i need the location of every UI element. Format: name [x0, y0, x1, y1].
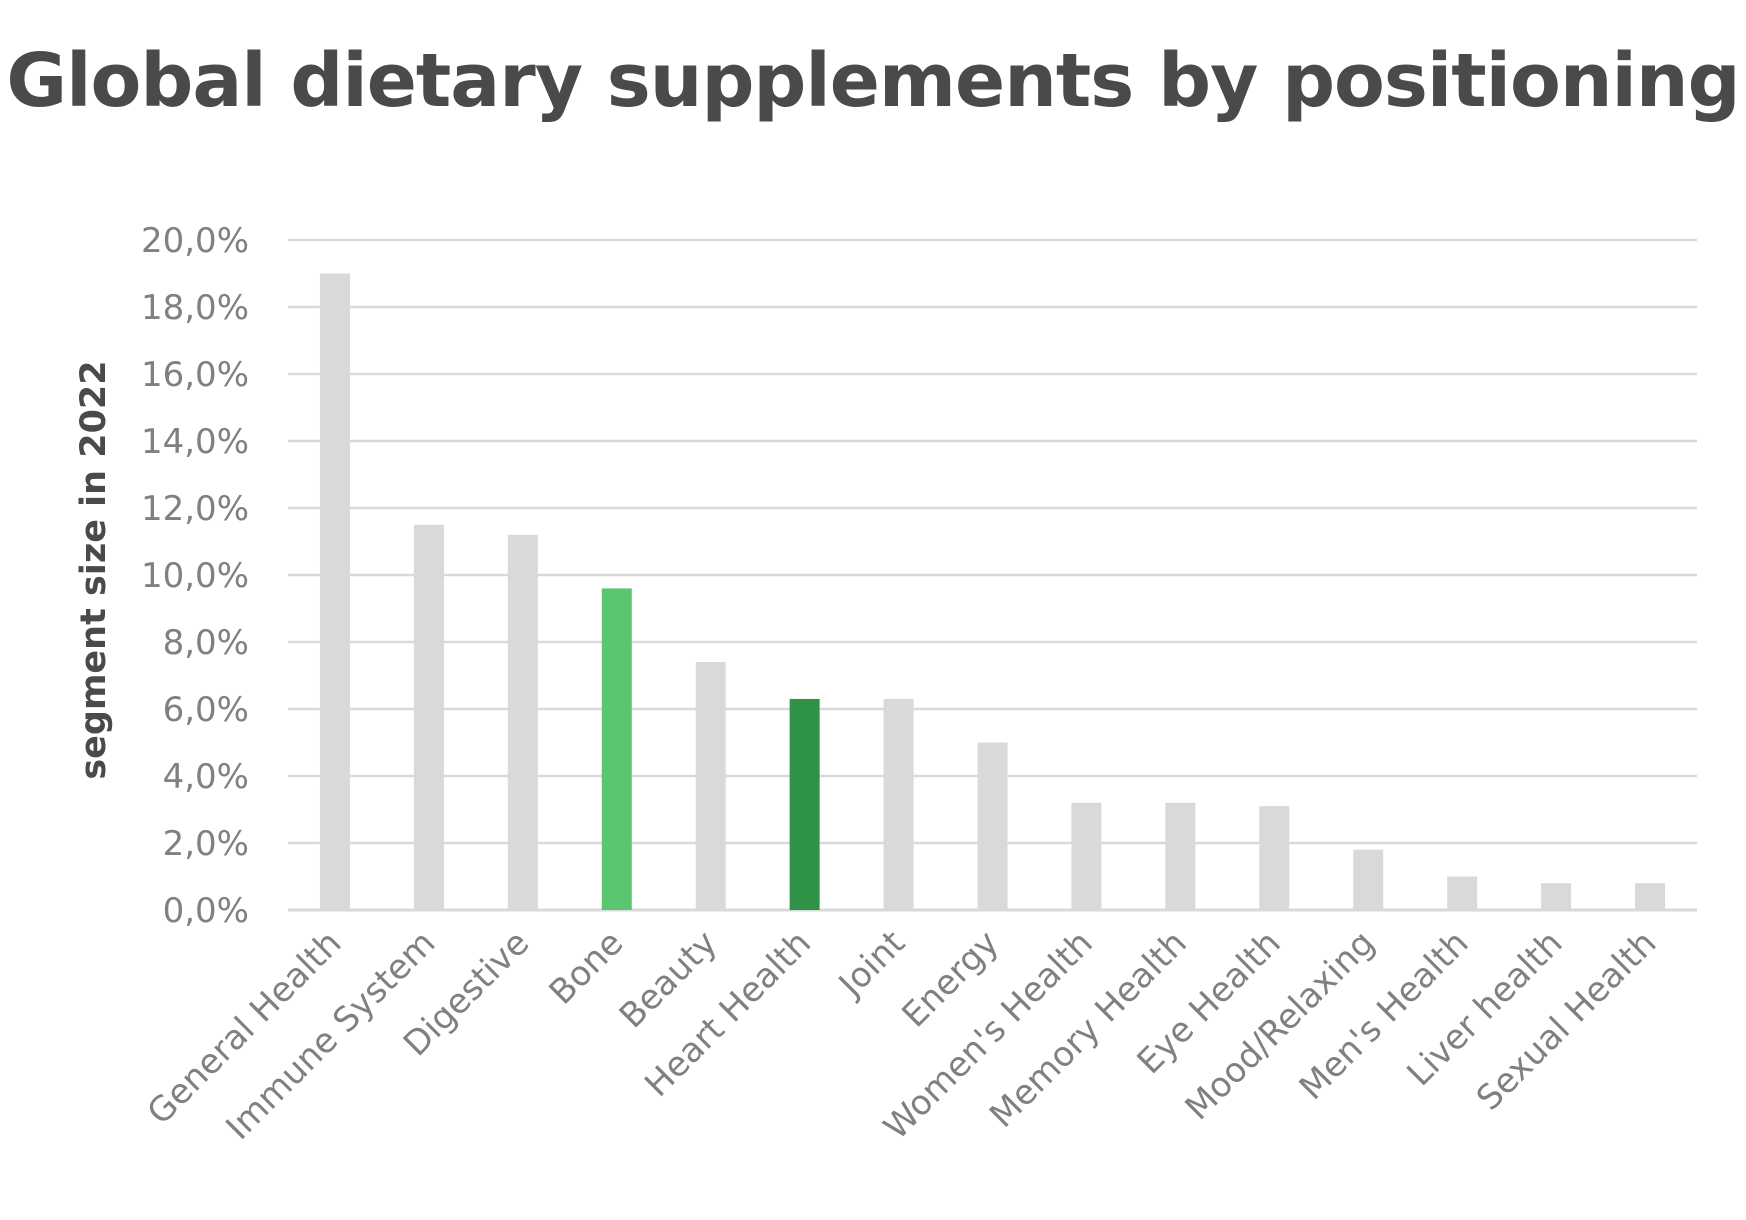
bar-digestive [507, 534, 538, 910]
y-tick-label: 6,0% [163, 690, 249, 730]
bar-eye-health [1259, 806, 1290, 910]
bar-liver-health [1541, 883, 1572, 910]
y-tick-label: 12,0% [141, 489, 249, 529]
y-axis-tick-labels: 0,0% 2,0% 4,0% 6,0% 8,0% 10,0% 12,0% 14,0% 16,0%… [141, 221, 249, 931]
bar-heart-health [789, 698, 820, 910]
bar-men-s-health [1447, 876, 1478, 910]
bar-women-s-health [1071, 802, 1102, 910]
bar-beauty [695, 662, 726, 910]
bar-immune-system [413, 524, 444, 910]
chart-title: Global dietary supplements by positionin… [6, 38, 1740, 124]
y-tick-label: 10,0% [141, 556, 249, 596]
x-tick-label: Bone [542, 923, 632, 1013]
y-tick-label: 16,0% [141, 355, 249, 395]
bar-general-health [319, 273, 350, 910]
y-tick-label: 0,0% [163, 891, 249, 931]
x-tick-label: Heart Health [637, 923, 819, 1105]
bar-energy [977, 742, 1008, 910]
y-tick-label: 4,0% [163, 757, 249, 797]
y-tick-label: 8,0% [163, 623, 249, 663]
x-tick-label: Joint [830, 923, 913, 1006]
y-tick-label: 20,0% [141, 221, 249, 261]
bar-joint [883, 698, 914, 910]
y-tick-label: 2,0% [163, 824, 249, 864]
y-axis-label: segment size in 2022 [74, 360, 114, 779]
bar-bone [601, 588, 632, 910]
y-tick-label: 14,0% [141, 422, 249, 462]
bar-memory-health [1165, 802, 1196, 910]
bar-sexual-health [1635, 883, 1666, 910]
y-tick-label: 18,0% [141, 288, 249, 328]
bar-mood-relaxing [1353, 849, 1384, 910]
bars [319, 273, 1666, 910]
